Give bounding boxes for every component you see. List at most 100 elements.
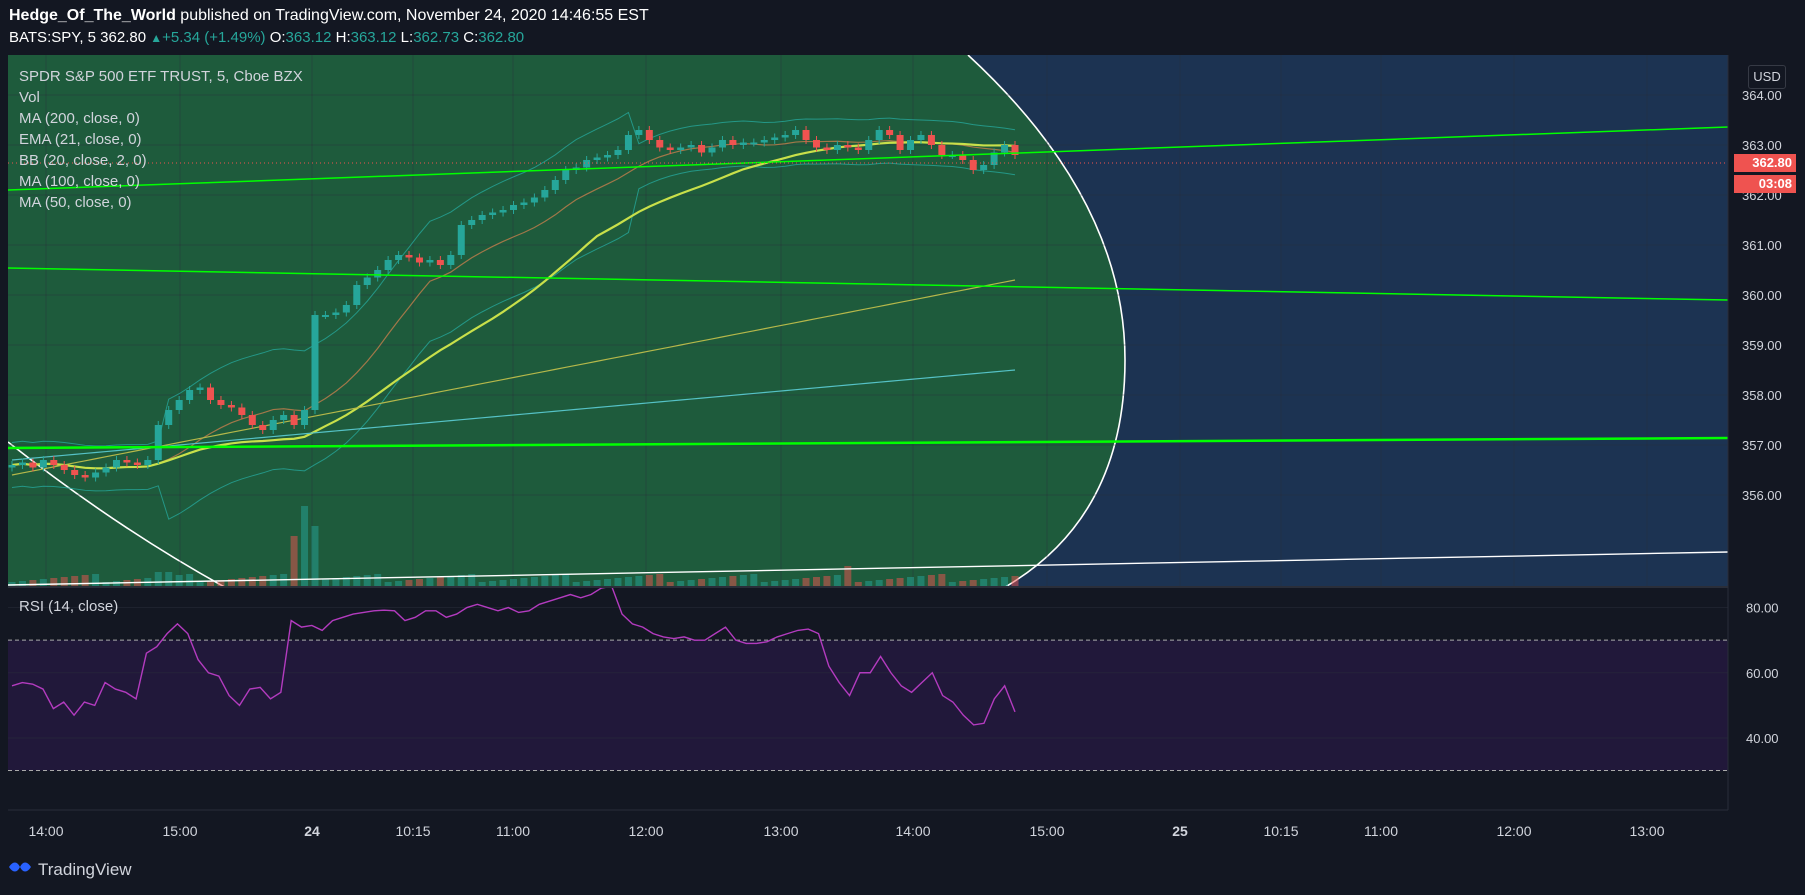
candle [290,415,298,425]
price-tick-label: 358.00 [1742,388,1782,403]
volume-bar [301,506,309,586]
candle [384,260,392,270]
volume-bar [102,582,110,586]
candle [1011,145,1019,155]
volume-bar [363,575,371,586]
rsi-tick-label: 60.00 [1746,666,1779,681]
candle [812,140,820,148]
time-tick-label: 15:00 [162,823,197,839]
candle [395,255,403,260]
volume-bar [980,579,988,586]
candle [71,470,79,475]
volume-bar [896,578,904,586]
time-scale-labels: 14:00 15:00 24 10:15 11:00 12:00 13:00 14:00 15:… [28,823,1664,839]
volume-bar [656,574,664,586]
time-tick-label: 10:15 [395,823,430,839]
candle [60,465,68,470]
candle [102,467,110,473]
volume-bar [447,576,455,586]
candle [604,155,612,158]
legend-title[interactable]: SPDR S&P 500 ETF TRUST, 5, Cboe BZX [19,68,303,85]
pane-separator[interactable] [8,586,1728,588]
volume-bar [489,581,497,586]
rsi-legend[interactable]: RSI (14, close) [19,598,119,615]
volume-bar [415,579,423,586]
volume-bar [384,582,392,586]
volume-bar [875,580,883,586]
volume-bar [457,575,465,586]
candle [896,135,904,150]
green-zone [8,55,1125,586]
legend-bb[interactable]: BB (20, close, 2, 0) [19,152,147,169]
candle [426,260,434,263]
volume-bar [792,579,800,586]
candle [415,257,423,263]
trendline-lower [8,436,1728,450]
volume-bar [165,572,173,586]
time-tick-label: 13:00 [1629,823,1664,839]
volume-bar [71,576,79,586]
candle [530,197,538,203]
candle [259,425,267,430]
candle [614,150,622,155]
legend-vol[interactable]: Vol [19,89,40,106]
candle [175,400,183,410]
volume-bar [510,579,517,586]
volume-bar [687,580,695,586]
legend-ma200[interactable]: MA (200, close, 0) [19,110,140,127]
volume-bar [405,580,413,586]
time-scale[interactable] [0,810,1805,848]
author-name[interactable]: Hedge_Of_The_World [9,7,176,24]
countdown-tag: 03:08 [1734,175,1796,193]
volume-bar [290,536,298,586]
candle [792,130,800,135]
volume-bar [175,575,183,586]
volume-bar [854,582,862,586]
candle [729,140,737,145]
candle [677,147,685,150]
volume-bar [844,566,852,586]
volume-bar [259,576,267,586]
trendline-white [8,551,1728,586]
volume-bar [18,581,26,586]
trendline-upper [8,126,1728,191]
rsi-tick-label: 80.00 [1746,601,1779,616]
currency-button[interactable]: USD [1748,65,1786,89]
candle [165,410,173,425]
rsi-band [8,640,1728,771]
volume-bar [436,577,444,586]
symbol-label[interactable]: BATS:SPY, 5 [9,29,96,46]
open-label: O: [269,29,286,46]
volume-bar [739,575,747,586]
footer-brand[interactable]: TradingView [8,858,132,881]
candle [802,130,810,140]
volume-bar [520,578,528,586]
volume-bar [614,578,622,586]
legend-ema21[interactable]: EMA (21, close, 0) [19,131,142,148]
trend-lines[interactable] [8,126,1728,586]
trendline-middle [8,267,1728,301]
volume-bar [572,582,580,586]
bollinger-upper [11,111,1016,447]
price-tick-label: 360.00 [1742,288,1782,303]
candle [92,472,100,478]
candle [332,312,340,315]
volume-bar [60,577,68,586]
candle [207,387,215,400]
up-triangle-icon: ▲ [150,31,163,45]
legend-ma100[interactable]: MA (100, close, 0) [19,173,140,190]
candle [510,205,517,210]
volume-bar [624,577,632,586]
volume-bar [969,580,977,586]
candle [18,462,26,465]
candle [311,315,319,410]
volume-bar [645,575,653,586]
candle [593,157,601,160]
volume-bar [917,576,925,586]
volume-bar [886,579,894,586]
volume-bar [771,581,779,586]
legend-ma50[interactable]: MA (50, close, 0) [19,194,132,211]
candle [301,410,309,425]
time-tick-label: 12:00 [628,823,663,839]
